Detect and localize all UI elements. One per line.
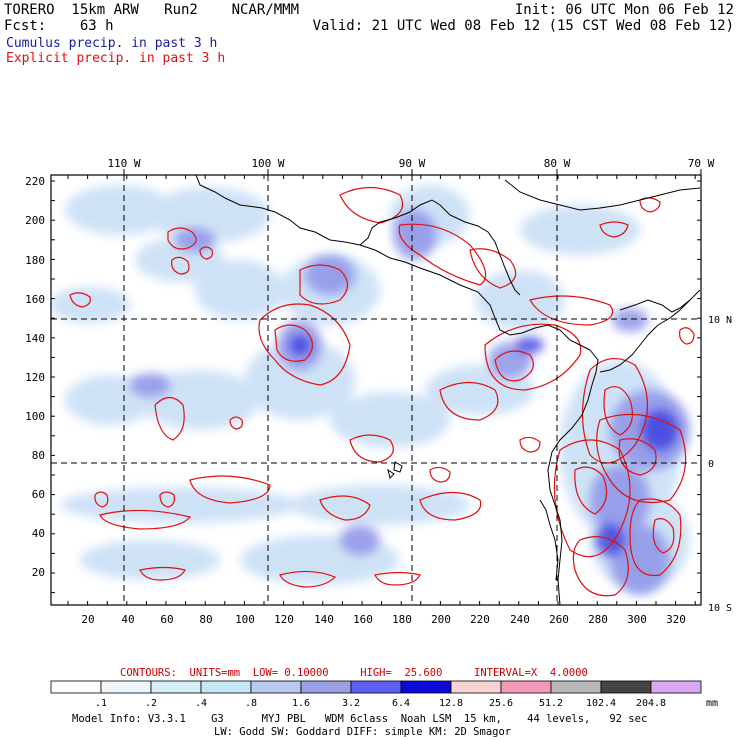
- x-tick-label: 20: [81, 613, 94, 626]
- colorbar-swatch: [50, 680, 102, 694]
- colorbar-swatch: [550, 680, 602, 694]
- x-tick-label: 120: [274, 613, 294, 626]
- x-tick-label: 160: [353, 613, 373, 626]
- x-tick-label: 320: [666, 613, 686, 626]
- lat-lon-grid: [51, 175, 701, 605]
- y-tick-label: 120: [25, 371, 45, 384]
- y-tick-label: 140: [25, 332, 45, 345]
- colorbar-swatch: [650, 680, 702, 694]
- y-tick-label: 80: [32, 449, 45, 462]
- colorbar-swatch: [450, 680, 502, 694]
- colorbar-swatch: [100, 680, 152, 694]
- x-tick-label: 220: [470, 613, 490, 626]
- lon-label-90w: 90 W: [399, 157, 426, 170]
- y-tick-label: 60: [32, 488, 45, 501]
- x-tick-label: 280: [588, 613, 608, 626]
- lon-label-110w: 110 W: [107, 157, 140, 170]
- colorbar-label: .1: [95, 698, 107, 709]
- colorbar-swatch: [400, 680, 452, 694]
- lat-label-10s: 10 S: [708, 603, 732, 614]
- x-tick-label: 80: [199, 613, 212, 626]
- colorbar-label: 51.2: [539, 698, 563, 709]
- lat-label-10n: 10 N: [708, 315, 732, 326]
- y-tick-label: 100: [25, 410, 45, 423]
- coastlines: [195, 175, 701, 605]
- colorbar: [50, 680, 702, 694]
- colorbar-label: 3.2: [342, 698, 360, 709]
- x-tick-label: 200: [431, 613, 451, 626]
- y-tick-label: 40: [32, 527, 45, 540]
- x-tick-label: 180: [392, 613, 412, 626]
- lat-label-0: 0: [708, 459, 714, 470]
- colorbar-swatch: [250, 680, 302, 694]
- legend-cumulus-precip: Cumulus precip. in past 3 h: [6, 36, 218, 51]
- colorbar-unit: mm: [706, 698, 718, 709]
- y-tick-label: 200: [25, 214, 45, 227]
- legend-explicit-precip: Explicit precip. in past 3 h: [6, 51, 226, 66]
- colorbar-label: .4: [195, 698, 207, 709]
- header-forecast-hour: Fcst: 63 h: [4, 18, 114, 34]
- colorbar-label: 25.6: [489, 698, 513, 709]
- contour-info: CONTOURS: UNITS=mm LOW= 0.10000 HIGH= 25…: [120, 667, 588, 679]
- colorbar-swatch: [300, 680, 352, 694]
- x-tick-label: 100: [235, 613, 255, 626]
- axis-ticks: [51, 169, 702, 605]
- colorbar-label: 102.4: [586, 698, 616, 709]
- colorbar-label: 1.6: [292, 698, 310, 709]
- lon-label-80w: 80 W: [544, 157, 571, 170]
- header-init-time: Init: 06 UTC Mon 06 Feb 12: [514, 2, 734, 18]
- header-run-info: TORERO 15km ARW Run2 NCAR/MMM: [4, 2, 300, 18]
- x-tick-label: 40: [121, 613, 134, 626]
- colorbar-label: .8: [245, 698, 257, 709]
- x-tick-label: 240: [510, 613, 530, 626]
- colorbar-label: 12.8: [439, 698, 463, 709]
- y-tick-label: 220: [25, 175, 45, 188]
- footer-physics-info: LW: Godd SW: Goddard DIFF: simple KM: 2D…: [214, 726, 511, 738]
- colorbar-swatch: [350, 680, 402, 694]
- x-tick-label: 300: [627, 613, 647, 626]
- x-tick-label: 60: [160, 613, 173, 626]
- header-valid-time: Valid: 21 UTC Wed 08 Feb 12 (15 CST Wed …: [312, 18, 734, 34]
- y-tick-label: 160: [25, 293, 45, 306]
- colorbar-label: .2: [145, 698, 157, 709]
- map-border: [50, 174, 702, 606]
- lon-label-70w: 70 W: [688, 157, 715, 170]
- y-tick-label: 180: [25, 254, 45, 267]
- footer-model-info: Model Info: V3.3.1 G3 MYJ PBL WDM 6class…: [72, 713, 647, 725]
- colorbar-label: 204.8: [636, 698, 666, 709]
- lon-label-100w: 100 W: [251, 157, 284, 170]
- colorbar-swatch: [200, 680, 252, 694]
- colorbar-swatch: [600, 680, 652, 694]
- y-tick-label: 20: [32, 566, 45, 579]
- colorbar-label: 6.4: [392, 698, 410, 709]
- colorbar-swatch: [500, 680, 552, 694]
- colorbar-swatch: [150, 680, 202, 694]
- x-tick-label: 140: [314, 613, 334, 626]
- x-tick-label: 260: [549, 613, 569, 626]
